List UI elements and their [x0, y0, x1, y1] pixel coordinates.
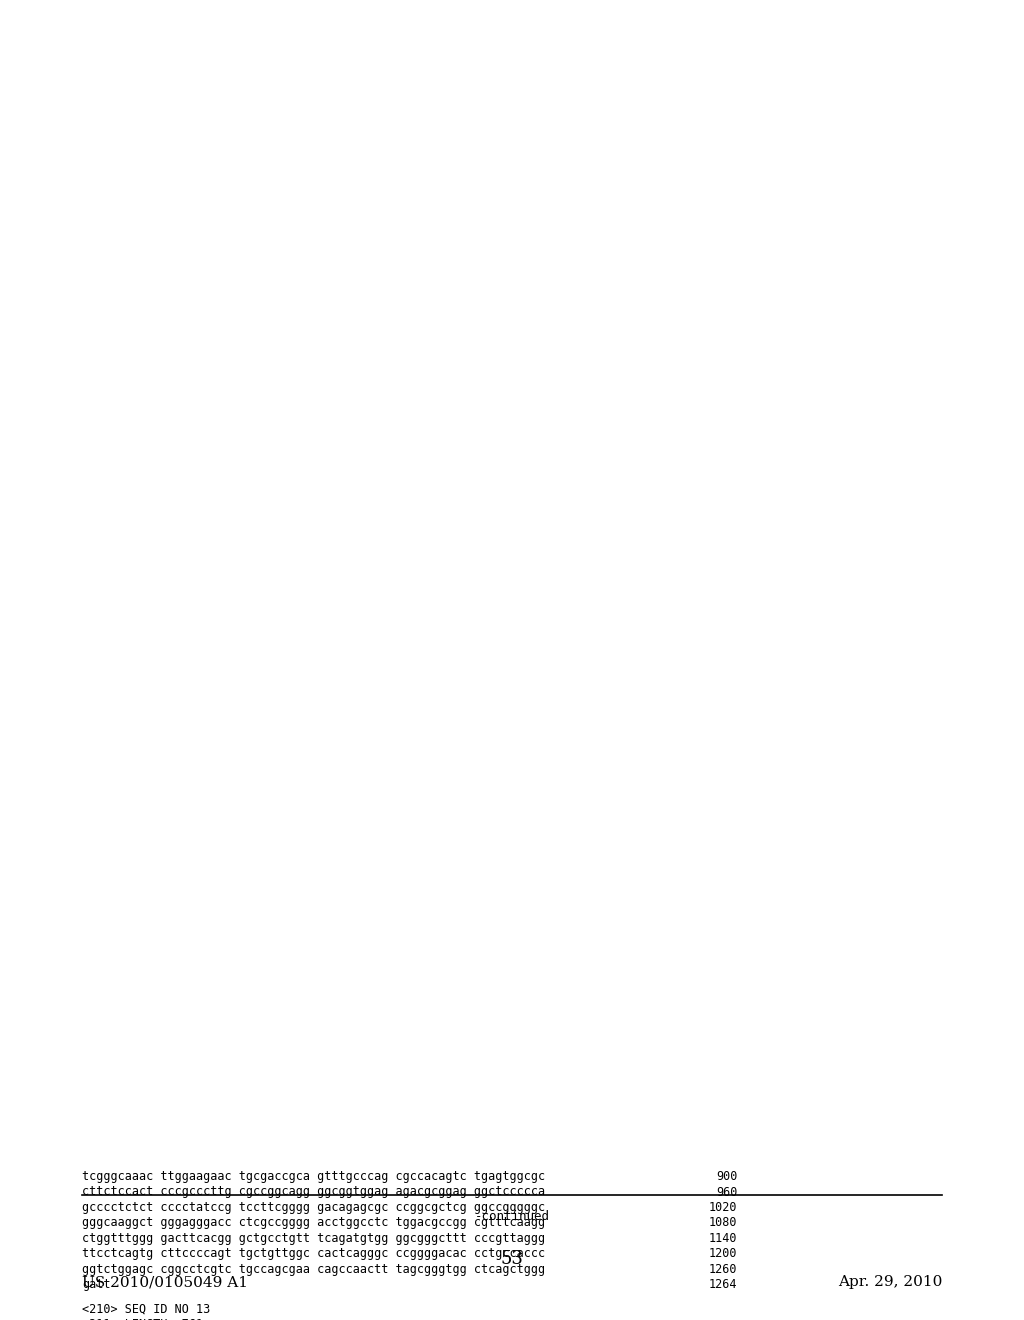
Text: 960: 960	[716, 1185, 737, 1199]
Text: 53: 53	[501, 1250, 523, 1269]
Text: 1020: 1020	[709, 1201, 737, 1214]
Text: 900: 900	[716, 1170, 737, 1183]
Text: cttctccact cccgcccttg cgccggcagg ggcggtggag agacgcggag ggctccccca: cttctccact cccgcccttg cgccggcagg ggcggtg…	[82, 1185, 545, 1199]
Text: 1080: 1080	[709, 1217, 737, 1229]
Text: ctggtttggg gacttcacgg gctgcctgtt tcagatgtgg ggcgggcttt cccgttaggg: ctggtttggg gacttcacgg gctgcctgtt tcagatg…	[82, 1232, 545, 1245]
Text: <210> SEQ ID NO 13: <210> SEQ ID NO 13	[82, 1303, 210, 1316]
Text: 1140: 1140	[709, 1232, 737, 1245]
Text: ttcctcagtg cttccccagt tgctgttggc cactcagggc ccggggacac cctgccaccc: ttcctcagtg cttccccagt tgctgttggc cactcag…	[82, 1247, 545, 1261]
Text: 1200: 1200	[709, 1247, 737, 1261]
Text: gatt: gatt	[82, 1279, 111, 1291]
Text: 1264: 1264	[709, 1279, 737, 1291]
Text: ggtctggagc cggcctcgtc tgccagcgaa cagccaactt tagcgggtgg ctcagctggg: ggtctggagc cggcctcgtc tgccagcgaa cagccaa…	[82, 1263, 545, 1276]
Text: <211> LENGTH: 761: <211> LENGTH: 761	[82, 1319, 203, 1320]
Text: tcgggcaaac ttggaagaac tgcgaccgca gtttgcccag cgccacagtc tgagtggcgc: tcgggcaaac ttggaagaac tgcgaccgca gtttgcc…	[82, 1170, 545, 1183]
Text: gcccctctct cccctatccg tccttcgggg gacagagcgc ccggcgctcg ggccgggggc: gcccctctct cccctatccg tccttcgggg gacagag…	[82, 1201, 545, 1214]
Text: US 2010/0105049 A1: US 2010/0105049 A1	[82, 1275, 248, 1290]
Text: gggcaaggct gggagggacc ctcgccgggg acctggcctc tggacgccgg cgtttcaagg: gggcaaggct gggagggacc ctcgccgggg acctggc…	[82, 1217, 545, 1229]
Text: -continued: -continued	[474, 1210, 550, 1224]
Text: 1260: 1260	[709, 1263, 737, 1276]
Text: Apr. 29, 2010: Apr. 29, 2010	[838, 1275, 942, 1290]
